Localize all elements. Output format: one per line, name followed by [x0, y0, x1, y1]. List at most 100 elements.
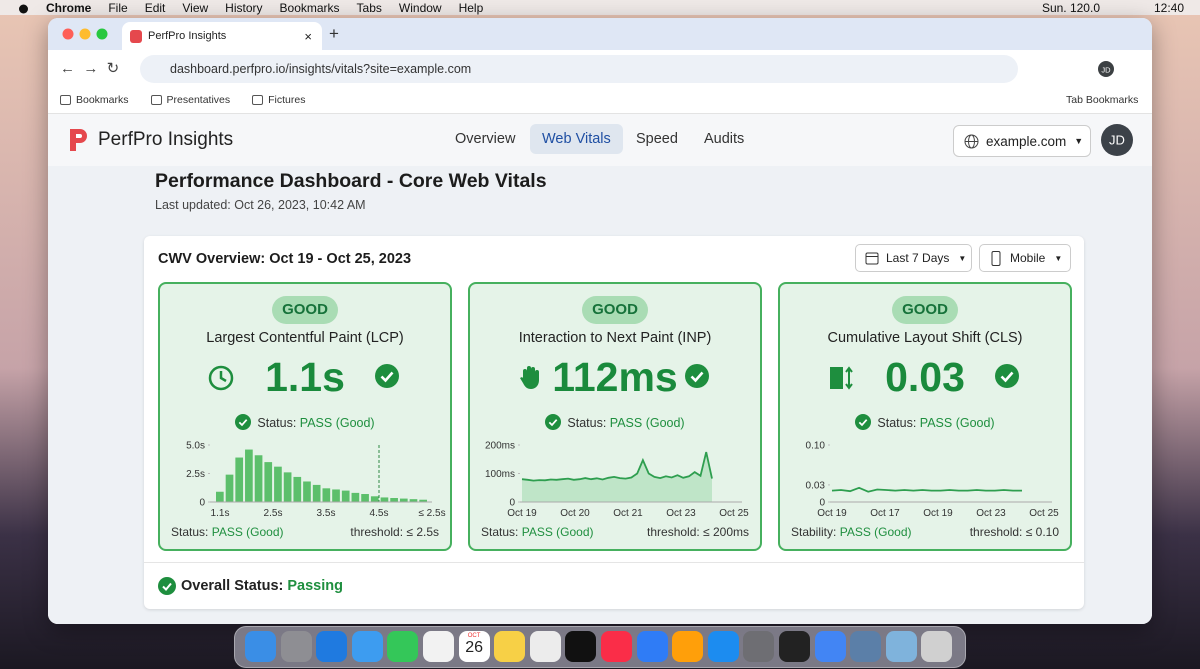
threshold: threshold: ≤ 0.10: [969, 525, 1059, 539]
dock-icon[interactable]: [921, 631, 953, 662]
menu-item[interactable]: View: [182, 0, 209, 15]
y-tick-label: 0: [509, 498, 515, 509]
footer-label: Status:: [171, 525, 209, 539]
avatar[interactable]: JD: [1100, 123, 1134, 157]
bar: [351, 492, 360, 502]
metric-value: 0.03: [885, 354, 965, 400]
app-header: PerfPro Insights Overview Web Vitals Speed…: [48, 114, 1152, 166]
dock-icon[interactable]: [387, 631, 419, 662]
dock-icon[interactable]: [529, 631, 561, 662]
bookmark-list: Bookmarks Presentatives Fictures: [60, 94, 305, 106]
mini-chart: 0 100ms 200ms Oct 19 Oct 20 Oct 21 Oct 23 Oct 2…: [485, 441, 749, 520]
tab-strip: PerfPro Insights × +: [48, 18, 1152, 50]
dock-icon[interactable]: [850, 631, 882, 662]
favicon: [130, 30, 142, 43]
nav-link[interactable]: Speed: [636, 131, 678, 147]
dock-icon[interactable]: [351, 631, 383, 662]
brand-logo: [70, 129, 87, 151]
metric-icon: [520, 366, 539, 389]
overall-status: Overall Status: Passing: [181, 578, 343, 594]
bookmark[interactable]: Presentatives: [150, 94, 230, 106]
threshold: threshold: ≤ 2.5s: [350, 525, 439, 539]
bar: [322, 488, 331, 502]
menu-item[interactable]: Bookmarks: [279, 0, 340, 15]
status-line: Status: PASS (Good): [470, 414, 760, 431]
x-tick-label: 1.1s: [211, 508, 230, 519]
page-content: PerfPro Insights Overview Web Vitals Speed…: [48, 114, 1152, 624]
date-filter[interactable]: Last 7 Days ▼: [855, 244, 972, 272]
window-controls[interactable]: [62, 28, 112, 40]
card-footer: Status: PASS (Good) threshold: ≤ 200ms: [481, 525, 749, 539]
bar: [361, 494, 369, 502]
metric-value: 1.1s: [265, 354, 345, 400]
status-check: [855, 414, 872, 431]
dock-icon[interactable]: [423, 631, 454, 662]
status-check: [235, 414, 252, 431]
metric-icon: [208, 365, 234, 391]
device-filter[interactable]: Mobile ▼: [979, 244, 1071, 272]
toolbar: ← → ↻ dashboard.perfpro.io/insights/vita…: [48, 50, 1152, 88]
bar: [245, 449, 253, 502]
nav-link[interactable]: Web Vitals: [530, 124, 623, 154]
address-bar[interactable]: dashboard.perfpro.io/insights/vitals?sit…: [140, 55, 1018, 83]
mini-chart: 0 0.03 0.10 Oct 19 Oct 17 Oct 19 Oct 23 Oct 25: [806, 441, 1060, 520]
dock-icon[interactable]: [316, 631, 348, 662]
dock-icon[interactable]: OCT 26: [458, 631, 490, 662]
phone-icon: [991, 251, 1001, 266]
divider: [144, 562, 1084, 563]
tab[interactable]: PerfPro Insights ×: [122, 22, 322, 50]
status-check: [545, 414, 562, 431]
menu-item[interactable]: File: [108, 0, 128, 15]
dock-icon[interactable]: [280, 631, 312, 662]
new-tab[interactable]: +: [329, 24, 339, 43]
menu-item[interactable]: History: [225, 0, 263, 15]
footer-value: PASS (Good): [521, 525, 594, 539]
dock-icon[interactable]: [779, 631, 810, 662]
status-value: PASS (Good): [299, 416, 375, 430]
dock-icon[interactable]: [494, 631, 526, 662]
bar: [390, 498, 398, 502]
menu-item[interactable]: Edit: [144, 0, 166, 15]
status-label: Status:: [257, 416, 297, 430]
menu-item[interactable]: Tabs: [356, 0, 382, 15]
dock-icon[interactable]: [672, 631, 704, 662]
status-value: PASS (Good): [609, 416, 685, 430]
dock-icon[interactable]: [245, 631, 276, 662]
nav-link[interactable]: Overview: [455, 131, 516, 147]
dock-icon[interactable]: [814, 631, 846, 662]
filter-label: Last 7 Days: [886, 251, 950, 265]
nav-link[interactable]: Audits: [704, 131, 745, 147]
menu-item[interactable]: Help: [458, 0, 484, 15]
nav-buttons[interactable]: ← → ↻: [60, 60, 120, 77]
status-value: PASS (Good): [919, 416, 995, 430]
x-tick-label: Oct 23: [666, 508, 696, 519]
footer-status: Status: PASS (Good): [481, 525, 594, 539]
dock-icon[interactable]: [636, 631, 668, 662]
dock-icon[interactable]: [707, 631, 739, 662]
bookmarks-bar: Bookmarks Presentatives Fictures Tab Bookm…: [48, 88, 1152, 114]
tab-close[interactable]: ×: [304, 28, 312, 44]
metric-card: GOOD Largest Contentful Paint (LCP) 1.1s St…: [158, 282, 452, 551]
bookmark-icon: [252, 95, 264, 105]
bookmark[interactable]: Fictures: [252, 94, 305, 106]
calendar-icon: [865, 252, 879, 265]
badge: GOOD: [272, 296, 338, 324]
app-name[interactable]: Chrome: [46, 0, 92, 15]
footer-status: Status: PASS (Good): [171, 525, 284, 539]
site-selector[interactable]: example.com ▼: [953, 125, 1091, 157]
tab-bookmarks[interactable]: Tab Bookmarks: [1066, 94, 1139, 106]
y-tick-label: 5.0s: [186, 441, 205, 452]
bar: [216, 491, 224, 502]
profile-icon[interactable]: JD: [1098, 61, 1114, 77]
y-tick-label: 100ms: [485, 469, 515, 480]
menu-item[interactable]: Window: [398, 0, 442, 15]
dock-icon[interactable]: [565, 631, 597, 662]
panel-title: CWV Overview: Oct 19 - Oct 25, 2023: [158, 251, 412, 267]
dock-icon[interactable]: [885, 631, 917, 662]
status-label: Status:: [877, 416, 917, 430]
bookmark[interactable]: Bookmarks: [60, 94, 129, 106]
dock-icon[interactable]: [743, 631, 775, 662]
bar: [293, 476, 302, 502]
dock-icon[interactable]: [601, 631, 632, 662]
